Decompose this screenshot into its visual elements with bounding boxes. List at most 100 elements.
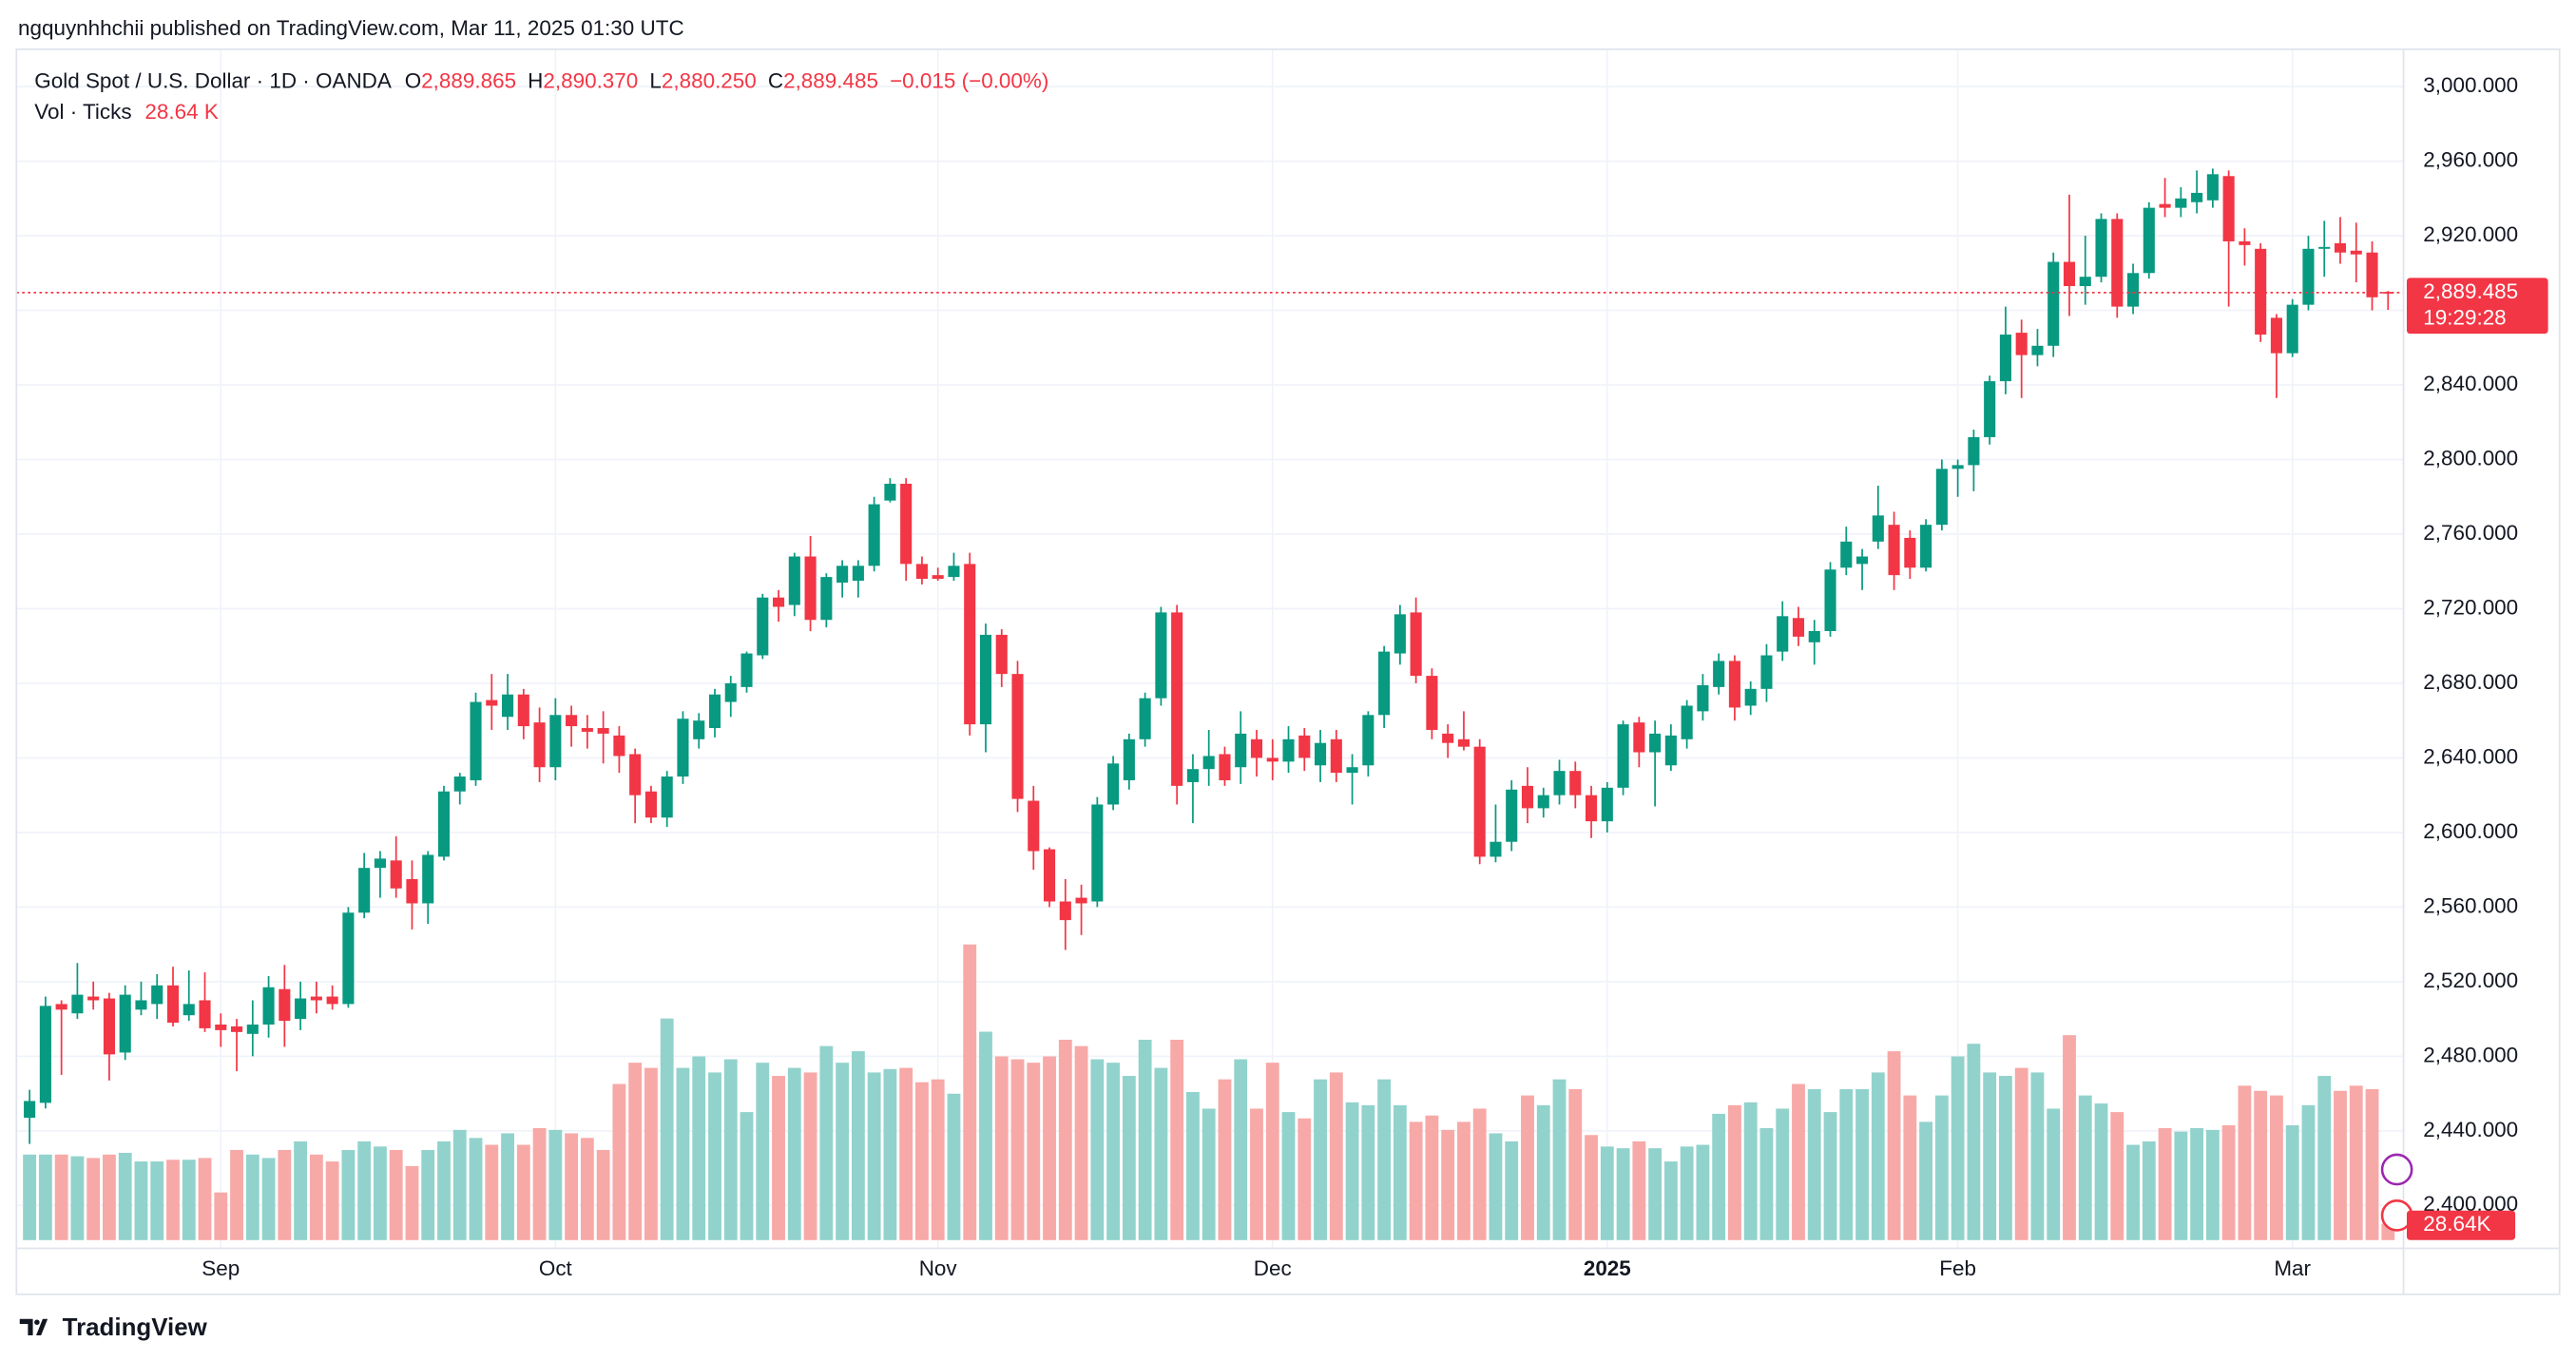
candle-body [1633, 722, 1645, 753]
volume-bar [1839, 1088, 1854, 1240]
volume-bar [2221, 1124, 2236, 1240]
volume-value: 28.64 K [144, 100, 218, 124]
candle-body [151, 985, 163, 1005]
candle-body [1649, 733, 1662, 753]
candle-body [326, 996, 338, 1005]
candle-body [2047, 261, 2060, 346]
volume-bar [2205, 1129, 2220, 1240]
volume-bar [1999, 1076, 2012, 1240]
candle-body [1777, 616, 1789, 652]
volume-bar [1967, 1044, 1981, 1240]
volume-bar [70, 1156, 85, 1240]
candle-body [2302, 248, 2315, 305]
ohlc-value: 2,889.865 [421, 68, 516, 92]
candle-body [1553, 771, 1566, 796]
ohlc-legend: Gold Spot / U.S. Dollar · 1D · OANDA O2,8… [34, 68, 1048, 92]
candle-body [2350, 250, 2362, 255]
candle-body [1394, 614, 1406, 654]
grid [16, 48, 2404, 1249]
volume-bar [1058, 1039, 1072, 1240]
volume-bar [708, 1072, 721, 1240]
candle-body [470, 701, 482, 780]
volume-bar [2285, 1124, 2299, 1240]
volume-bar [2365, 1088, 2379, 1240]
candle-body [1617, 724, 1629, 788]
volume-bar [836, 1063, 850, 1240]
candle-body [2366, 252, 2378, 297]
candle-body [773, 597, 785, 607]
volume-bar [1265, 1063, 1279, 1240]
volume-bar [756, 1063, 770, 1240]
volume-bar [644, 1067, 658, 1240]
y-tick-label: 2,560.000 [2423, 893, 2518, 917]
volume-bar [421, 1149, 435, 1240]
volume-bar [166, 1160, 180, 1240]
volume-bar [261, 1158, 276, 1240]
volume-bar [452, 1129, 467, 1240]
volume-bar [1154, 1067, 1168, 1240]
volume-bar [1648, 1148, 1663, 1240]
volume-bar [1600, 1146, 1614, 1240]
candle-body [581, 728, 593, 732]
volume-bar [87, 1158, 101, 1240]
volume-bar [469, 1138, 483, 1240]
volume-bar [1632, 1141, 1646, 1240]
candle-body [1346, 767, 1358, 774]
volume-bar [1457, 1121, 1471, 1240]
candle-body [453, 776, 466, 792]
volume-bar [772, 1076, 785, 1240]
candle-body [1426, 676, 1438, 730]
volume-bar [1090, 1059, 1105, 1240]
volume-bar [501, 1133, 514, 1240]
volume-bar [2270, 1095, 2283, 1240]
volume-bar [2317, 1076, 2332, 1240]
candle-body [804, 556, 817, 621]
candle-body [1792, 618, 1805, 637]
volume-bar [1314, 1079, 1327, 1240]
candle-body [915, 564, 928, 580]
volume-bar [1712, 1113, 1726, 1240]
candle-body [549, 715, 562, 768]
volume-bar [516, 1144, 530, 1240]
candle-body [597, 728, 609, 734]
x-tick-label: Oct [539, 1256, 573, 1280]
indicator-icon[interactable] [2380, 1153, 2413, 1186]
candle-body [342, 912, 355, 1005]
candle-body [1808, 631, 1820, 642]
candle-body [788, 556, 800, 605]
volume-bar [2301, 1104, 2316, 1240]
logo-dot [34, 1319, 40, 1325]
volume-pane [23, 944, 2395, 1240]
candle-body [2286, 304, 2298, 354]
candle-body [1266, 757, 1278, 762]
y-tick-label: 2,960.000 [2423, 148, 2518, 172]
volume-bar [150, 1161, 164, 1240]
candle-body [2031, 345, 2044, 355]
candle-body [246, 1024, 259, 1034]
volume-bar [405, 1165, 419, 1240]
volume-bar [548, 1129, 563, 1240]
candle-body [2255, 248, 2267, 335]
volume-bar [676, 1067, 690, 1240]
volume-bar [867, 1072, 881, 1240]
volume-bar [1951, 1056, 1965, 1240]
candle-body [2159, 203, 2171, 208]
volume-bar [1680, 1146, 1694, 1240]
volume-bar [947, 1093, 961, 1240]
volume-bar [1759, 1128, 1774, 1240]
volume-bar [1329, 1072, 1343, 1240]
volume-bar [740, 1112, 754, 1240]
volume-bar [278, 1149, 292, 1240]
volume-bar [1122, 1076, 1136, 1240]
candle-body [932, 575, 944, 580]
candle-body [358, 868, 371, 913]
candle-body [310, 996, 322, 1001]
candle-body [2111, 219, 2124, 307]
candle-body [995, 634, 1008, 675]
volume-bar [38, 1154, 52, 1240]
candle-body [1028, 800, 1040, 852]
volume-bar [54, 1154, 68, 1240]
volume-bar [1472, 1108, 1487, 1240]
volume-bar [979, 1031, 992, 1240]
candle-body [1664, 735, 1677, 766]
